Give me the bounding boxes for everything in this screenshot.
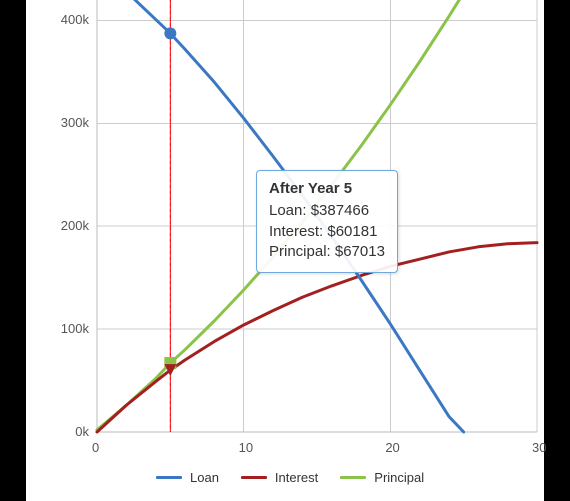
tooltip-loan: Loan: $387466 (269, 201, 385, 221)
tooltip-interest: Interest: $60181 (269, 222, 385, 242)
legend-label-loan: Loan (190, 470, 219, 485)
legend-swatch-principal (340, 476, 366, 479)
x-tick-label: 20 (385, 440, 399, 455)
legend-swatch-interest (241, 476, 267, 479)
legend-label-interest: Interest (275, 470, 318, 485)
chart-legend: Loan Interest Principal (156, 470, 424, 485)
legend-item-interest[interactable]: Interest (241, 470, 318, 485)
legend-item-principal[interactable]: Principal (340, 470, 424, 485)
x-tick-label: 0 (92, 440, 99, 455)
y-tick-label: 100k (61, 321, 89, 336)
y-tick-label: 200k (61, 218, 89, 233)
tooltip-principal: Principal: $67013 (269, 242, 385, 262)
legend-label-principal: Principal (374, 470, 424, 485)
y-tick-label: 0k (75, 424, 89, 439)
legend-swatch-loan (156, 476, 182, 479)
chart-tooltip: After Year 5 Loan: $387466 Interest: $60… (256, 170, 398, 273)
tooltip-title: After Year 5 (269, 179, 385, 199)
x-tick-label: 10 (239, 440, 253, 455)
x-tick-label: 30 (532, 440, 546, 455)
chart-panel: 0k 100k 200k 300k 400k 0 10 20 30 After … (26, 0, 544, 501)
y-tick-label: 400k (61, 12, 89, 27)
y-tick-label: 300k (61, 115, 89, 130)
legend-item-loan[interactable]: Loan (156, 470, 219, 485)
